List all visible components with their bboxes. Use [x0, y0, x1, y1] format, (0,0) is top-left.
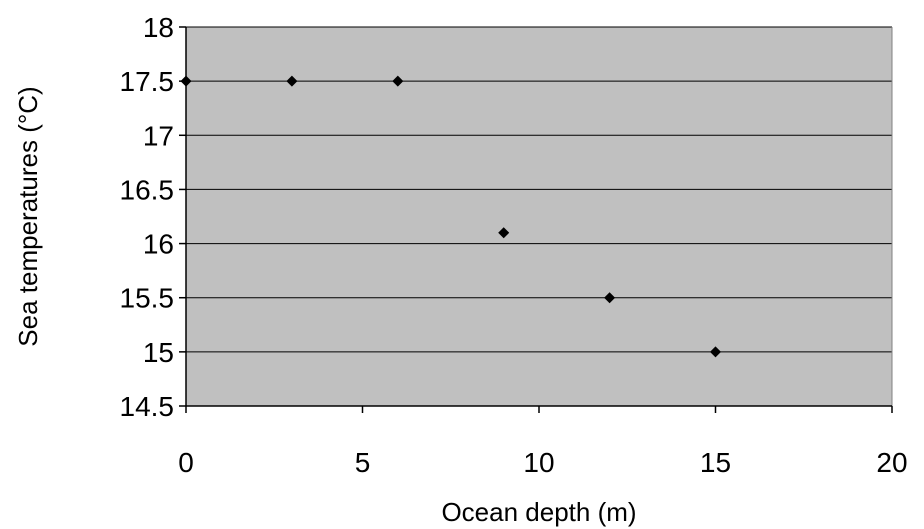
x-tick-label: 0: [178, 447, 194, 478]
x-axis-ticks: 0 5 10 15 20: [178, 406, 907, 478]
x-axis-title: Ocean depth (m): [441, 497, 636, 527]
y-tick-label: 17: [143, 120, 174, 151]
y-axis-title: Sea temperatures (°C): [13, 86, 43, 346]
y-tick-label: 17.5: [120, 66, 175, 97]
y-tick-label: 14.5: [120, 391, 175, 422]
x-tick-label: 10: [523, 447, 554, 478]
y-axis-ticks: 14.5 15 15.5 16 16.5 17 17.5 18: [120, 12, 187, 422]
y-tick-label: 15.5: [120, 283, 175, 314]
y-tick-label: 16: [143, 229, 174, 260]
y-tick-label: 16.5: [120, 174, 175, 205]
y-tick-label: 18: [143, 12, 174, 43]
y-tick-label: 15: [143, 337, 174, 368]
x-tick-label: 20: [876, 447, 907, 478]
x-tick-label: 15: [700, 447, 731, 478]
x-tick-label: 5: [355, 447, 371, 478]
